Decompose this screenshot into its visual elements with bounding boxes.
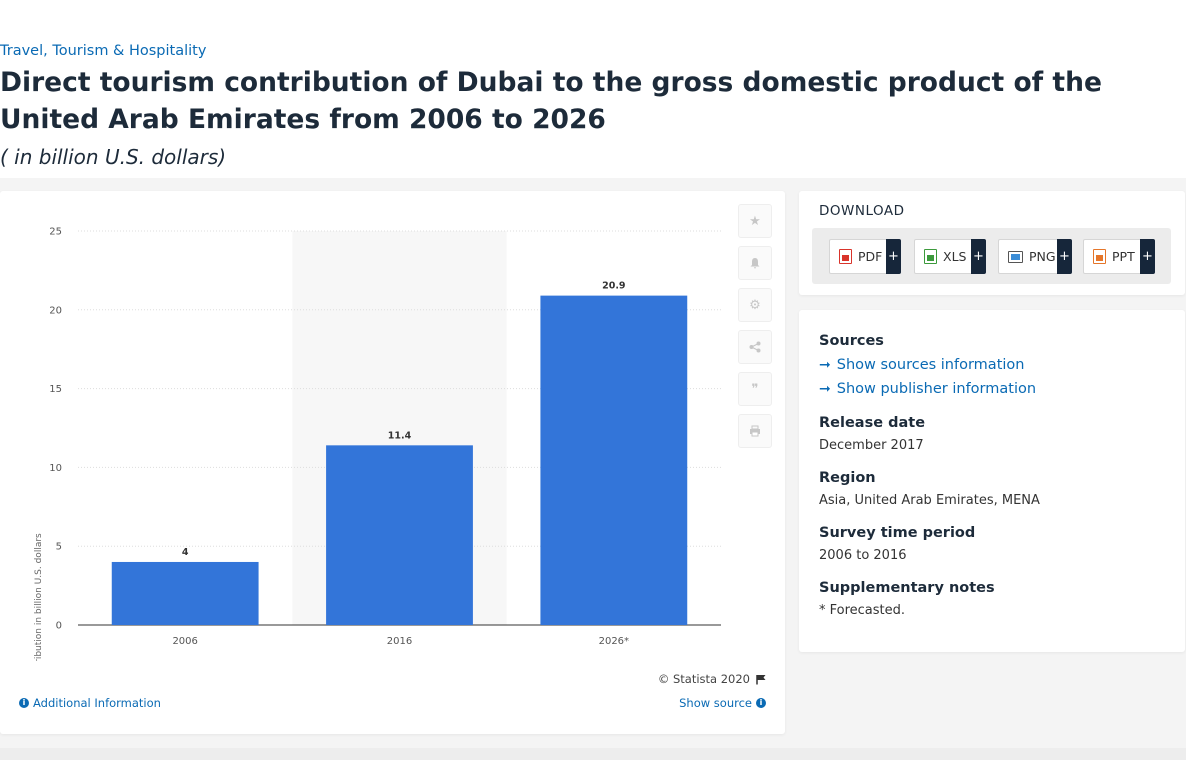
y-axis-label: GDP contribution in billion U.S. dollars bbox=[34, 533, 44, 661]
png-file-icon bbox=[1008, 250, 1023, 263]
survey-period-value: 2006 to 2016 bbox=[819, 548, 907, 563]
pdf-file-icon bbox=[839, 249, 852, 264]
plus-icon: + bbox=[971, 239, 986, 274]
y-tick-label: 0 bbox=[56, 621, 62, 632]
data-label: 4 bbox=[182, 547, 189, 558]
y-tick-label: 5 bbox=[56, 542, 62, 553]
arrow-right-icon: ➞ bbox=[819, 357, 831, 373]
y-tick-label: 20 bbox=[49, 305, 62, 316]
bars bbox=[111, 295, 688, 625]
download-png-label: PNG bbox=[1029, 249, 1056, 264]
download-pdf-label: PDF bbox=[858, 249, 883, 264]
download-pdf-button[interactable]: PDF + bbox=[829, 239, 901, 274]
supplementary-notes-heading: Supplementary notes bbox=[819, 580, 995, 596]
additional-information-label: Additional Information bbox=[33, 696, 161, 710]
breadcrumb[interactable]: Travel, Tourism & Hospitality bbox=[0, 43, 207, 59]
show-sources-label: Show sources information bbox=[836, 357, 1025, 373]
data-label: 11.4 bbox=[388, 430, 412, 441]
plus-icon: + bbox=[886, 239, 901, 274]
download-png-button[interactable]: PNG + bbox=[998, 239, 1072, 274]
info-icon: i bbox=[19, 698, 29, 708]
bar-2006[interactable] bbox=[111, 561, 259, 625]
chart-card: 0 5 10 15 20 25 4 2006 11.4 2016 20.9 2026* GDP con… bbox=[0, 191, 785, 734]
star-icon[interactable]: ★ bbox=[738, 204, 772, 238]
bell-icon[interactable] bbox=[738, 246, 772, 280]
y-tick-label: 25 bbox=[49, 227, 62, 238]
copyright: © Statista 2020 bbox=[658, 672, 767, 686]
show-sources-link[interactable]: ➞ Show sources information bbox=[819, 357, 1024, 373]
plus-icon: + bbox=[1057, 239, 1072, 274]
region-value: Asia, United Arab Emirates, MENA bbox=[819, 493, 1040, 508]
page-bottom bbox=[0, 748, 1186, 760]
download-card: DOWNLOAD PDF + XLS + PNG + PPT + bbox=[799, 191, 1185, 295]
quote-icon[interactable]: ❞ bbox=[738, 372, 772, 406]
download-xls-button[interactable]: XLS + bbox=[914, 239, 986, 274]
download-heading: DOWNLOAD bbox=[819, 203, 905, 219]
xls-file-icon bbox=[924, 249, 937, 264]
info-icon: i bbox=[756, 698, 766, 708]
download-xls-label: XLS bbox=[943, 249, 967, 264]
y-tick-label: 15 bbox=[49, 384, 62, 395]
show-publisher-label: Show publisher information bbox=[836, 381, 1037, 397]
print-icon[interactable] bbox=[738, 414, 772, 448]
show-source-label: Show source bbox=[679, 696, 752, 710]
share-icon[interactable] bbox=[738, 330, 772, 364]
gear-icon[interactable]: ⚙ bbox=[738, 288, 772, 322]
download-bar: PDF + XLS + PNG + PPT + bbox=[812, 228, 1171, 284]
x-tick-label: 2006 bbox=[172, 636, 197, 647]
download-ppt-button[interactable]: PPT + bbox=[1083, 239, 1155, 274]
statistic-details-card: Sources ➞ Show sources information ➞ Sho… bbox=[799, 310, 1185, 652]
header-band bbox=[0, 0, 1186, 178]
data-label: 20.9 bbox=[602, 281, 625, 292]
sources-heading: Sources bbox=[819, 333, 884, 349]
release-date-heading: Release date bbox=[819, 415, 926, 431]
ppt-file-icon bbox=[1093, 249, 1106, 264]
x-tick-label: 2026* bbox=[599, 636, 629, 647]
labels: 0 5 10 15 20 25 4 2006 11.4 2016 20.9 2026* bbox=[49, 227, 629, 648]
page-subtitle: ( in billion U.S. dollars) bbox=[0, 145, 227, 169]
copyright-text: © Statista 2020 bbox=[657, 672, 750, 686]
plus-icon: + bbox=[1140, 239, 1155, 274]
bar-2026[interactable] bbox=[540, 295, 688, 625]
survey-period-heading: Survey time period bbox=[819, 525, 976, 541]
chart-toolbar: ★ ⚙ ❞ bbox=[738, 204, 772, 456]
show-source-link[interactable]: Show source i bbox=[679, 696, 766, 710]
bar-chart: 0 5 10 15 20 25 4 2006 11.4 2016 20.9 2026* GDP con… bbox=[34, 227, 721, 661]
supplementary-notes-value: * Forecasted. bbox=[819, 603, 906, 618]
region-heading: Region bbox=[819, 470, 876, 486]
x-tick-label: 2016 bbox=[387, 636, 412, 647]
flag-icon[interactable] bbox=[756, 674, 767, 685]
bar-2016[interactable] bbox=[326, 445, 473, 625]
release-date-value: December 2017 bbox=[819, 438, 924, 453]
arrow-right-icon: ➞ bbox=[819, 381, 831, 397]
page-title: Direct tourism contribution of Dubai to … bbox=[0, 67, 1102, 135]
download-ppt-label: PPT bbox=[1112, 249, 1135, 264]
show-publisher-link[interactable]: ➞ Show publisher information bbox=[819, 381, 1036, 397]
additional-information-link[interactable]: i Additional Information bbox=[19, 696, 161, 710]
y-tick-label: 10 bbox=[49, 463, 62, 474]
